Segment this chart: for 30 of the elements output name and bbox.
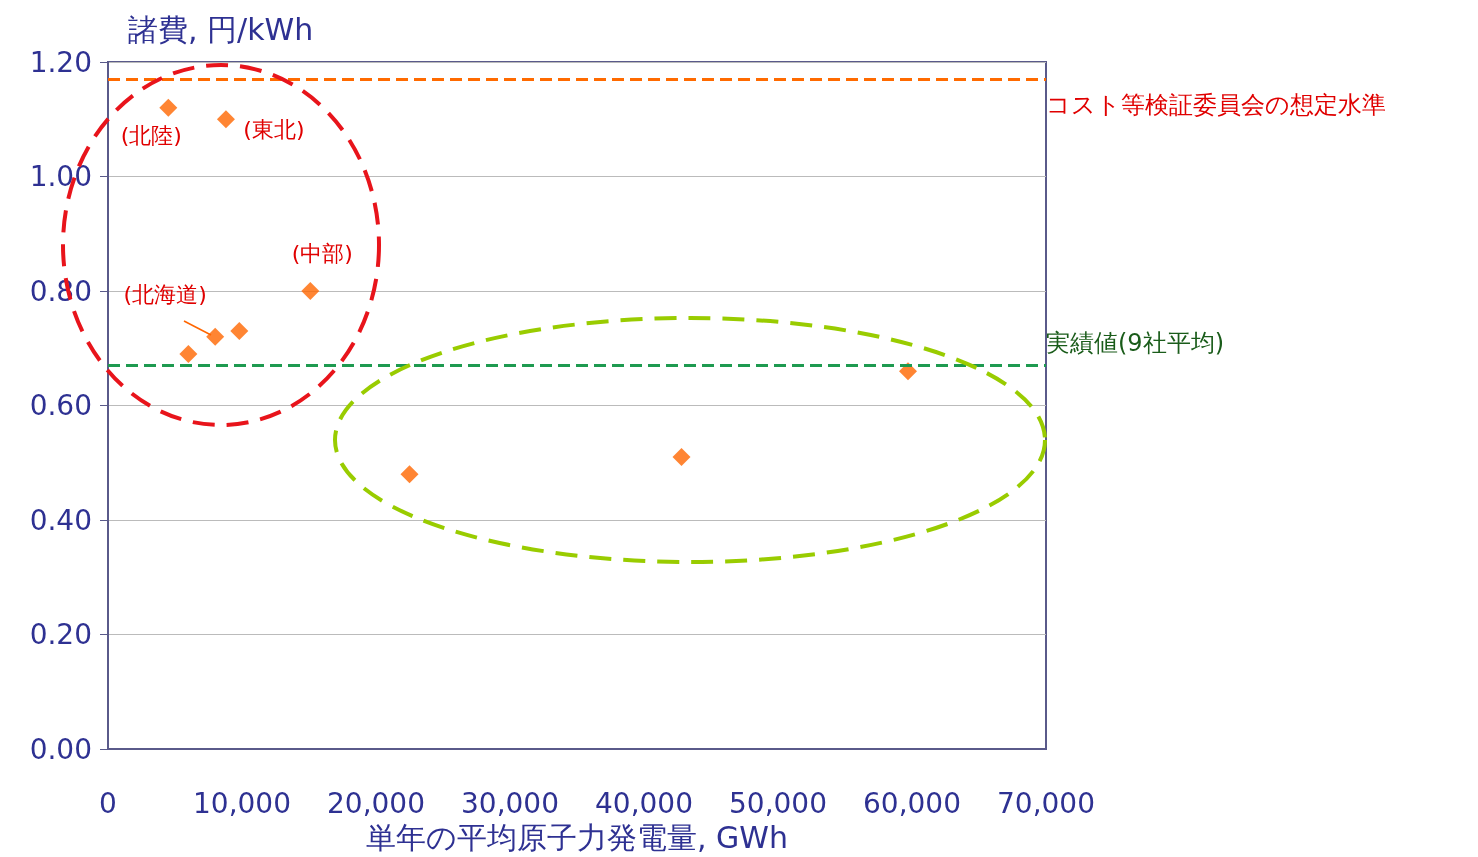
point [159, 98, 178, 117]
y-tick-label: 1.00 [29, 160, 92, 194]
point [672, 448, 691, 467]
x-tick-label: 60,000 [863, 786, 961, 820]
point [179, 345, 198, 364]
x-tick-label: 0 [99, 786, 117, 820]
ref-line-label: 実績値(9社平均) [1046, 329, 1224, 358]
y-tick-label: 0.00 [29, 732, 92, 766]
ref-line-label: コスト等検証委員会の想定水準 [1046, 91, 1386, 120]
x-axis-title: 単年の平均原子力発電量, GWh [366, 819, 788, 855]
y-tick-label: 0.40 [29, 503, 92, 537]
point [206, 327, 225, 346]
y-tick-label: 0.60 [29, 389, 92, 423]
x-tick-label: 50,000 [729, 786, 827, 820]
point [230, 322, 249, 341]
x-tick-label: 30,000 [461, 786, 559, 820]
y-tick-label: 0.20 [29, 618, 92, 652]
y-axis-title: 諸費, 円/kWh [128, 11, 314, 47]
x-tick-label: 20,000 [327, 786, 425, 820]
x-tick-label: 70,000 [997, 786, 1095, 820]
y-tick-label: 1.20 [29, 45, 92, 79]
point [216, 110, 235, 129]
annotation: (中部) [291, 240, 353, 266]
annotation: (北陸) [120, 123, 182, 149]
annotation: (北海道) [123, 282, 207, 308]
x-tick-label: 10,000 [193, 786, 291, 820]
x-tick-label: 40,000 [595, 786, 693, 820]
annotation: (東北) [243, 116, 305, 142]
point [301, 282, 320, 301]
point [400, 465, 419, 484]
